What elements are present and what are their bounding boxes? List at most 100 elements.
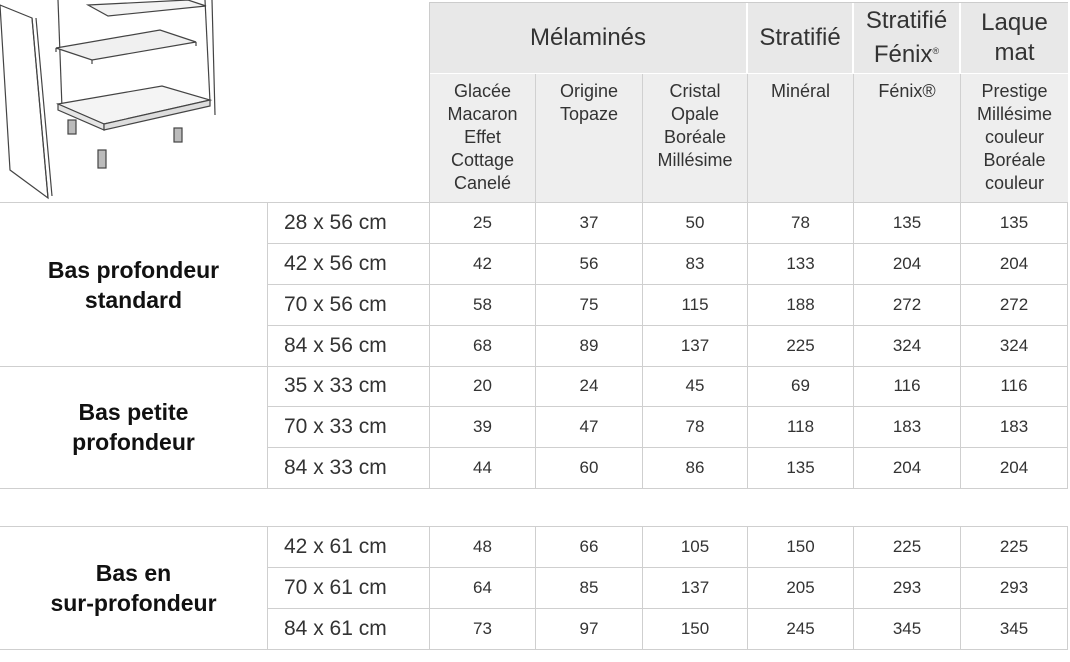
price-cell: 48 [430, 527, 536, 568]
finish-name: Topaze [559, 104, 619, 124]
finish-col-2: Origine Topaze [536, 74, 643, 202]
size-cell: 70 x 56 cm [267, 285, 430, 326]
price-cell: 135 [961, 203, 1068, 244]
price-cell: 60 [536, 448, 643, 489]
price-cell: 272 [961, 285, 1068, 326]
price-cell: 205 [748, 568, 854, 609]
price-cell: 137 [643, 568, 748, 609]
price-cell: 293 [854, 568, 961, 609]
price-cell: 78 [748, 203, 854, 244]
price-cell: 137 [643, 326, 748, 367]
price-cell: 293 [961, 568, 1068, 609]
price-cell: 135 [854, 203, 961, 244]
finish-name: Minéral [770, 81, 831, 101]
price-cell: 66 [536, 527, 643, 568]
price-cell: 204 [961, 448, 1068, 489]
price-cell: 25 [430, 203, 536, 244]
finish-name: Boréale [663, 127, 727, 147]
table-top-border [0, 202, 1068, 203]
finish-col-4: Minéral [748, 74, 854, 202]
section-label: Bas petite profondeur [0, 366, 267, 489]
price-cell: 97 [536, 609, 643, 650]
price-cell: 183 [961, 407, 1068, 448]
price-cell: 324 [961, 326, 1068, 367]
section-label-line: Bas en [95, 560, 172, 586]
price-cell: 133 [748, 244, 854, 285]
price-cell: 183 [854, 407, 961, 448]
price-cell: 345 [961, 609, 1068, 650]
size-cell: 28 x 56 cm [267, 203, 430, 244]
header-melamines-label: Mélaminés [529, 24, 647, 51]
size-cell: 84 x 56 cm [267, 326, 430, 367]
price-cell: 345 [854, 609, 961, 650]
price-cell: 44 [430, 448, 536, 489]
finish-name: Origine [559, 81, 619, 101]
section-label: Bas en sur-profondeur [0, 527, 267, 650]
price-cell: 24 [536, 366, 643, 407]
finish-name: couleur [984, 173, 1045, 193]
price-cell: 39 [430, 407, 536, 448]
price-cell: 85 [536, 568, 643, 609]
finish-name: Effet [464, 127, 501, 147]
price-cell: 78 [643, 407, 748, 448]
price-cell: 37 [536, 203, 643, 244]
finish-name: Fénix® [878, 81, 936, 101]
price-cell: 83 [643, 244, 748, 285]
finish-name: Opale [670, 104, 720, 124]
price-cell: 56 [536, 244, 643, 285]
header-left-border [429, 2, 430, 202]
price-cell: 188 [748, 285, 854, 326]
header-stratifie: Stratifié [748, 3, 854, 73]
header-melamines: Mélaminés [430, 3, 748, 73]
section-label: Bas profondeur standard [0, 203, 267, 367]
finish-name: Macaron [447, 104, 518, 124]
price-cell: 135 [748, 448, 854, 489]
size-cell: 84 x 61 cm [267, 609, 430, 650]
finish-name: Millésime [657, 150, 733, 170]
price-cell: 73 [430, 609, 536, 650]
section-label-line: Bas petite [78, 399, 189, 425]
header-stratifie-fenix-line1: Stratifié [865, 7, 948, 34]
size-cell: 70 x 33 cm [267, 407, 430, 448]
section-label-line: standard [84, 286, 183, 313]
price-cell: 150 [643, 609, 748, 650]
section-top-border [0, 526, 1068, 527]
header-stratifie-label: Stratifié [759, 24, 841, 51]
price-cell: 45 [643, 366, 748, 407]
header-laque-mat-line2: mat [994, 39, 1035, 66]
header-top-border [430, 2, 1068, 3]
size-cell: 35 x 33 cm [267, 366, 430, 407]
price-cell: 64 [430, 568, 536, 609]
finish-name: Canelé [453, 173, 512, 193]
price-cell: 324 [854, 326, 961, 367]
finish-name: Millésime [976, 104, 1052, 124]
price-cell: 225 [748, 326, 854, 367]
price-cell: 42 [430, 244, 536, 285]
finish-name: couleur [984, 127, 1045, 147]
price-cell: 272 [854, 285, 961, 326]
section-label-line: Bas profondeur [47, 256, 220, 283]
price-cell: 20 [430, 366, 536, 407]
size-cell: 42 x 61 cm [267, 527, 430, 568]
finish-col-6: Prestige Millésime couleur Boréale coule… [961, 74, 1068, 202]
section-label-line: sur-profondeur [50, 590, 217, 616]
header-stratifie-fenix: Stratifié Fénix® [854, 3, 961, 73]
price-cell: 105 [643, 527, 748, 568]
finish-name: Boréale [983, 150, 1046, 170]
price-cell: 225 [854, 527, 961, 568]
price-cell: 116 [961, 366, 1068, 407]
price-cell: 204 [854, 448, 961, 489]
price-cell: 50 [643, 203, 748, 244]
size-cell: 84 x 33 cm [267, 448, 430, 489]
size-cell: 70 x 61 cm [267, 568, 430, 609]
finish-col-3: Cristal Opale Boréale Millésime [643, 74, 748, 202]
price-cell: 75 [536, 285, 643, 326]
price-cell: 115 [643, 285, 748, 326]
price-cell: 118 [748, 407, 854, 448]
price-cell: 245 [748, 609, 854, 650]
price-cell: 204 [961, 244, 1068, 285]
price-cell: 47 [536, 407, 643, 448]
header-laque-mat-line1: Laque [981, 9, 1048, 36]
section-label-line: profondeur [72, 429, 195, 455]
price-cell: 116 [854, 366, 961, 407]
